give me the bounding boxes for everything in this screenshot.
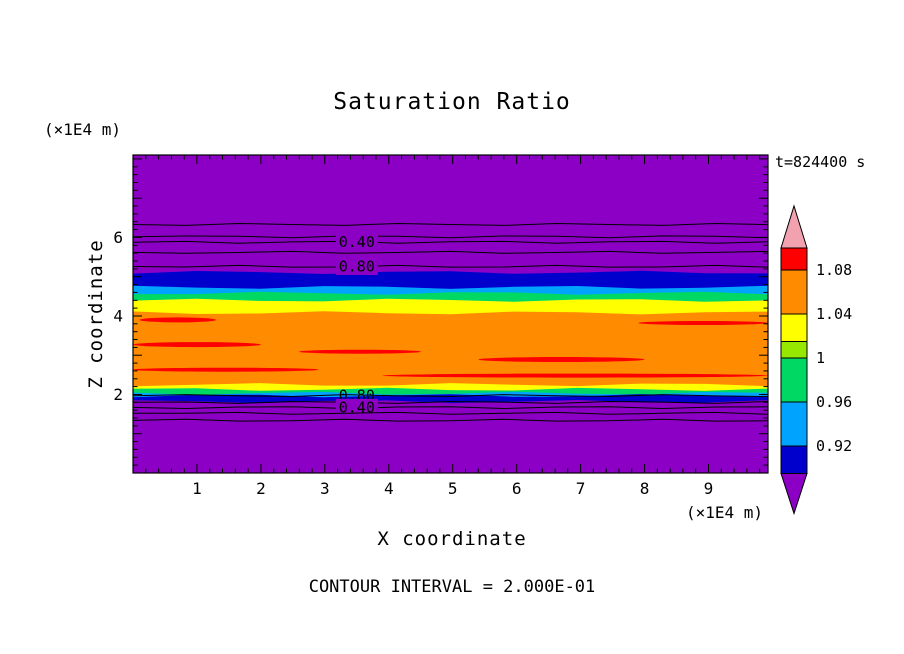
- y-axis-unit-label: (×1E4 m): [44, 120, 122, 139]
- contour-label: 0.80: [339, 258, 375, 276]
- red-streak-2: [133, 342, 261, 348]
- contour-label: 0.40: [339, 398, 375, 416]
- time-annotation: t=824400 s: [775, 153, 866, 171]
- colorbar-label: 1.04: [816, 305, 852, 323]
- y-tick-label: 4: [113, 307, 123, 326]
- red-streak-5: [133, 367, 319, 372]
- contour-line: [133, 235, 768, 239]
- contour-label-bg: [335, 258, 378, 275]
- axis-ticks: [133, 155, 768, 473]
- colorbar-label: 1: [816, 349, 825, 367]
- colorbar-label: 0.92: [816, 437, 852, 455]
- y-axis-label: Z coordinate: [85, 239, 107, 389]
- contour-line: [133, 240, 768, 244]
- x-tick-label: 5: [448, 479, 458, 498]
- colorbar-segment-yellow: [780, 313, 808, 342]
- x-tick-label: 4: [384, 479, 394, 498]
- contour-line: [133, 222, 768, 226]
- x-axis-unit-label: (×1E4 m): [686, 503, 764, 522]
- red-streak-3: [299, 349, 421, 354]
- contour-label-bg: [335, 233, 378, 251]
- contour-line: [133, 406, 768, 410]
- contour-line: [133, 250, 768, 254]
- contour-label: 0.40: [339, 233, 375, 251]
- colorbar-segment-chartreuse: [780, 341, 808, 359]
- colorbar-top-spike: [780, 204, 808, 249]
- band-purple-10: [133, 400, 768, 473]
- contour-line: [133, 418, 768, 422]
- colorbar-segment-lightblue: [780, 401, 808, 447]
- plot-area: 0.400.800.800.40: [133, 155, 768, 473]
- colorbar-segment-navy: [780, 445, 808, 474]
- x-tick-label: 9: [704, 479, 714, 498]
- contour-line: [133, 394, 768, 398]
- x-tick-label: 7: [576, 479, 586, 498]
- colorbar-label: 0.96: [816, 393, 852, 411]
- red-streak-1: [638, 321, 768, 325]
- colorbar-bottom-spike: [780, 473, 808, 516]
- colorbar-label: 1.08: [816, 261, 852, 279]
- x-tick-label: 1: [192, 479, 202, 498]
- contour-line: [133, 400, 768, 404]
- x-tick-label: 6: [512, 479, 522, 498]
- red-streak-4: [478, 357, 645, 362]
- contour-line: [133, 411, 768, 415]
- y-tick-label: 2: [113, 385, 123, 404]
- contour-interval-note: CONTOUR INTERVAL = 2.000E-01: [308, 577, 596, 597]
- red-streak-0: [139, 317, 217, 323]
- red-streak-6: [382, 373, 768, 378]
- contour-line: [133, 264, 768, 268]
- chart-title: Saturation Ratio: [333, 89, 571, 115]
- plot-frame: [132, 154, 769, 474]
- colorbar-segment-green: [780, 357, 808, 403]
- x-tick-label: 2: [256, 479, 266, 498]
- colorbar-segment-red: [780, 247, 808, 271]
- colorbar-segment-orange: [780, 269, 808, 315]
- y-tick-label: 6: [113, 228, 123, 247]
- x-tick-label: 3: [320, 479, 330, 498]
- x-axis-label: X coordinate: [377, 528, 527, 550]
- x-tick-label: 8: [640, 479, 650, 498]
- contour-label-bg: [335, 398, 378, 416]
